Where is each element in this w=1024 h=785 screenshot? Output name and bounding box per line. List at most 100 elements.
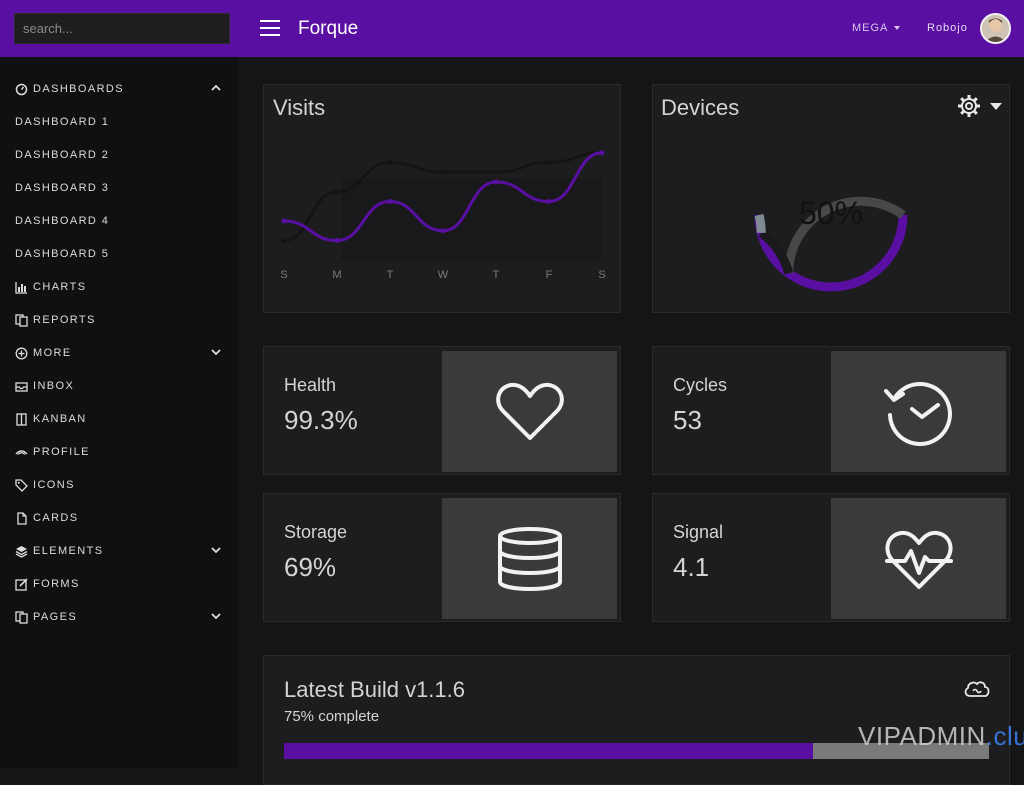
visits-card: Visits S M T W T F S <box>263 84 621 313</box>
sidebar-item-more[interactable]: MORE <box>15 343 230 363</box>
sidebar-item-label: DASHBOARD 2 <box>15 149 110 161</box>
sidebar <box>0 57 238 768</box>
avatar[interactable] <box>980 13 1011 44</box>
layers-icon <box>15 545 28 558</box>
wave-icon <box>15 446 28 459</box>
sidebar-item-icons[interactable]: ICONS <box>15 475 230 495</box>
stat-icon-box <box>442 351 617 472</box>
tags-icon <box>15 478 28 492</box>
plus-circle-icon <box>15 347 28 360</box>
sidebar-item-dashboards[interactable]: DASHBOARDS <box>15 79 230 99</box>
file-icon <box>15 511 28 525</box>
sidebar-item-label: DASHBOARD 1 <box>15 116 110 128</box>
menu-toggle-icon[interactable] <box>260 20 280 36</box>
devices-percent-label: 50% <box>798 195 864 231</box>
stat-label: Storage <box>284 522 348 542</box>
stat-card-storage: Storage 69% <box>263 493 621 622</box>
data-point <box>440 228 446 234</box>
sidebar-item-elements[interactable]: ELEMENTS <box>15 541 230 561</box>
data-point <box>281 238 287 243</box>
bar-chart-icon <box>15 281 28 294</box>
sidebar-item-charts[interactable]: CHARTS <box>15 277 230 297</box>
cloud-icon <box>964 681 990 697</box>
sidebar-item-dashboard-5[interactable]: DASHBOARD 5 <box>15 244 230 264</box>
sidebar-item-dashboard-1[interactable]: DASHBOARD 1 <box>15 112 230 132</box>
sidebar-item-pages[interactable]: PAGES <box>15 607 230 627</box>
gauge-icon <box>15 83 28 96</box>
sidebar-item-label: KANBAN <box>33 413 87 425</box>
donut-slice <box>784 196 906 274</box>
watermark-text: VIPADMIN <box>858 721 986 751</box>
stat-value: 99.3% <box>284 405 358 435</box>
stat-icon-box <box>442 498 617 619</box>
sidebar-item-label: CARDS <box>33 512 79 524</box>
donut-slice <box>754 214 908 292</box>
gear-icon <box>958 95 980 117</box>
heartbeat-icon <box>884 530 953 589</box>
stat-value: 69% <box>284 552 337 582</box>
stat-card-health: Health 99.3% <box>263 346 621 475</box>
sidebar-item-label: ICONS <box>33 479 75 491</box>
sidebar-item-label: REPORTS <box>33 314 96 326</box>
stat-value: 53 <box>673 405 702 435</box>
data-point <box>493 179 499 185</box>
user-menu[interactable]: Robojo <box>927 22 968 34</box>
x-tick-label: S <box>280 269 287 281</box>
stat-label: Health <box>284 375 337 395</box>
chevron-up-icon <box>211 84 221 91</box>
copy-icon <box>15 313 28 327</box>
copy-icon <box>15 610 28 624</box>
sidebar-item-label: CHARTS <box>33 281 87 293</box>
chevron-down-icon <box>211 349 221 356</box>
brand-title: Forque <box>298 18 359 39</box>
data-point <box>334 238 340 243</box>
devices-title: Devices <box>661 95 740 120</box>
data-point <box>440 169 446 175</box>
latest-build-card: Latest Build v1.1.6 75% complete <box>263 655 1010 785</box>
top-bar: Forque MEGA Robojo <box>0 0 1024 57</box>
caret-down-icon <box>990 103 1002 110</box>
donut-slice <box>758 229 794 275</box>
sidebar-item-label: MORE <box>33 347 72 359</box>
envelope-icon <box>15 380 28 393</box>
x-tick-label: T <box>493 269 500 281</box>
sidebar-item-kanban[interactable]: KANBAN <box>15 409 230 429</box>
x-tick-label: F <box>546 269 553 281</box>
data-point <box>387 199 393 204</box>
sidebar-item-inbox[interactable]: INBOX <box>15 376 230 396</box>
stat-card-signal: Signal 4.1 <box>652 493 1010 622</box>
stat-icon-box <box>831 498 1006 619</box>
x-tick-label: S <box>598 269 605 281</box>
search-input[interactable] <box>14 13 230 44</box>
chevron-down-icon <box>211 613 221 620</box>
sidebar-item-label: INBOX <box>33 380 75 392</box>
stat-icon-box <box>831 351 1006 472</box>
sidebar-item-label: DASHBOARD 5 <box>15 248 110 260</box>
sidebar-item-label: FORMS <box>33 578 80 590</box>
sidebar-item-profile[interactable]: PROFILE <box>15 442 230 462</box>
visits-title: Visits <box>273 95 326 120</box>
sidebar-item-forms[interactable]: FORMS <box>15 574 230 594</box>
mega-menu-dropdown[interactable]: MEGA <box>852 22 901 34</box>
chevron-down-icon <box>211 547 221 554</box>
build-title: Latest Build v1.1.6 <box>284 677 466 702</box>
stat-label: Signal <box>673 522 724 542</box>
devices-settings-menu[interactable] <box>956 94 1004 118</box>
stat-label: Cycles <box>673 375 728 395</box>
sidebar-item-label: PAGES <box>33 611 78 623</box>
devices-donut-chart <box>754 196 908 292</box>
sidebar-item-label: DASHBOARD 3 <box>15 182 110 194</box>
sidebar-item-cards[interactable]: CARDS <box>15 508 230 528</box>
sidebar-item-dashboard-4[interactable]: DASHBOARD 4 <box>15 211 230 231</box>
build-subtitle: 75% complete <box>284 708 380 725</box>
x-tick-label: M <box>332 269 341 281</box>
sidebar-item-reports[interactable]: REPORTS <box>15 310 230 330</box>
x-tick-label: T <box>387 269 394 281</box>
mega-label: MEGA <box>852 22 889 34</box>
sidebar-item-dashboard-2[interactable]: DASHBOARD 2 <box>15 145 230 165</box>
sidebar-item-dashboard-3[interactable]: DASHBOARD 3 <box>15 178 230 198</box>
columns-icon <box>15 412 28 426</box>
watermark-suffix: .club <box>985 721 1024 751</box>
database-icon <box>497 526 562 591</box>
